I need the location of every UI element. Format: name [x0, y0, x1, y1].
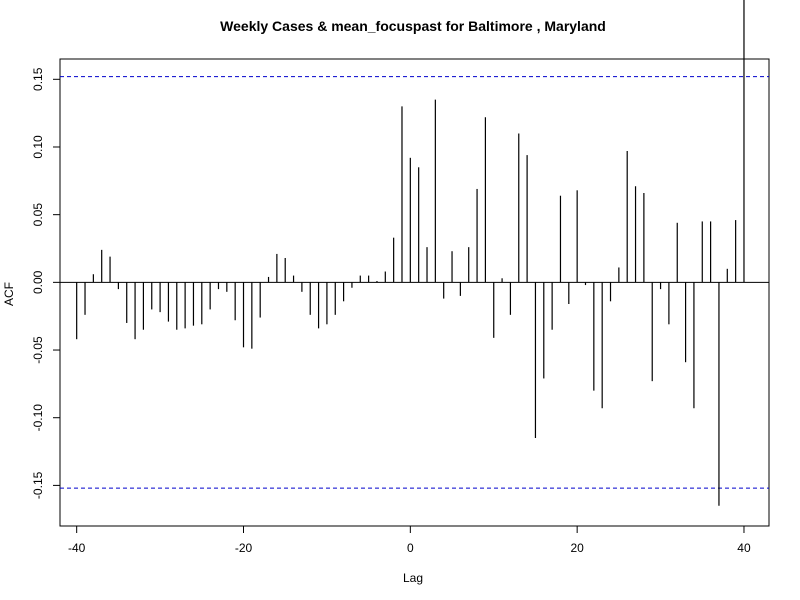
x-tick-label: -20	[235, 541, 253, 555]
x-tick-label: 20	[570, 541, 584, 555]
y-tick-label: -0.05	[31, 336, 45, 364]
y-tick-label: 0.15	[31, 67, 45, 91]
chart-marks: -40 -20 0 20 40 -0.15 -0.10 -0.05 0.00 0.05 0.10 0.…	[31, 0, 769, 555]
x-tick-label: 0	[407, 541, 414, 555]
plot-frame	[59, 58, 770, 527]
chart-title: Weekly Cases & mean_focuspast for Baltim…	[220, 18, 606, 34]
x-axis-label: Lag	[403, 571, 423, 585]
y-tick-label: -0.10	[31, 404, 45, 432]
y-tick-label: 0.05	[31, 203, 45, 227]
y-tick-label: 0.00	[31, 270, 45, 294]
y-axis-label: ACF	[2, 282, 16, 306]
y-tick-label: 0.10	[31, 135, 45, 159]
y-tick-label: -0.15	[31, 471, 45, 499]
x-tick-label: 40	[737, 541, 751, 555]
x-tick-label: -40	[68, 541, 86, 555]
